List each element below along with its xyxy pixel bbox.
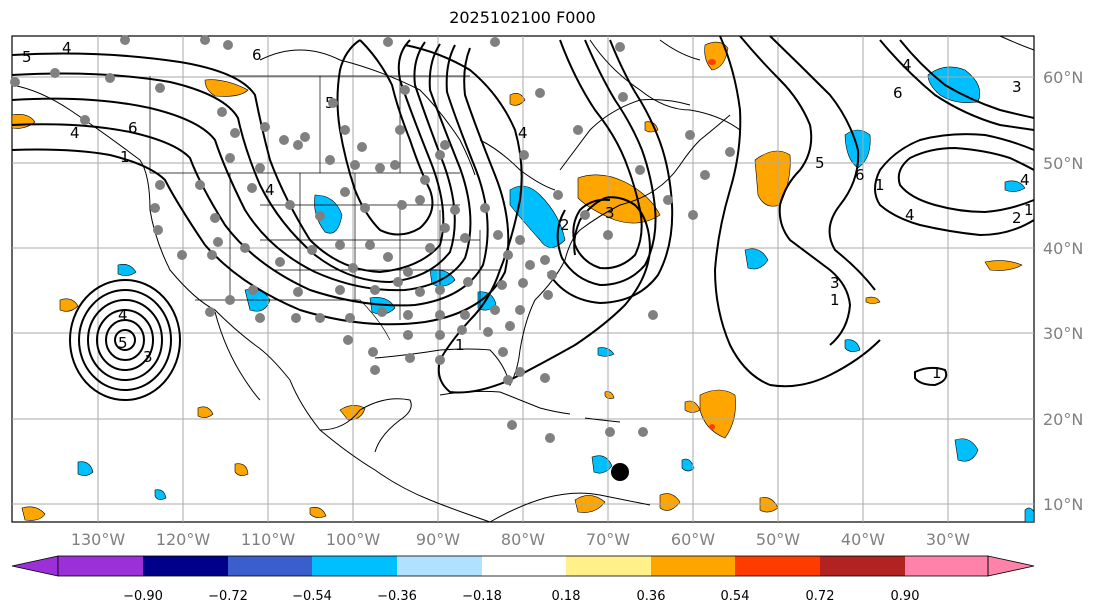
contour-label: 1 (1024, 201, 1034, 219)
colorbar-tick-label: 0.90 (891, 589, 920, 604)
longitude-axis-labels: 130°W 120°W 110°W 100°W 90°W 80°W 70°W 6… (71, 530, 970, 549)
colorbar-segment (58, 556, 143, 576)
colorbar-segment (312, 556, 397, 576)
contour-label: 4 (70, 124, 80, 142)
contour-label: 5 (815, 154, 825, 172)
colorbar-segment (735, 556, 820, 576)
contour-label: 1 (830, 291, 840, 309)
contour-label: 4 (1020, 171, 1030, 189)
contour-label: 1 (455, 336, 465, 354)
contour-label: 4 (518, 124, 528, 142)
colorbar-tick-label: −0.54 (292, 589, 332, 604)
map-title: 2025102100 F000 (449, 8, 596, 27)
colorbar-segment (228, 556, 312, 576)
contour-label: 3 (830, 274, 840, 292)
longitude-label: 40°W (841, 530, 885, 549)
latitude-label: 60°N (1043, 68, 1083, 87)
colorbar-tick-label: −0.72 (208, 589, 248, 604)
contour-label: 3 (605, 204, 615, 222)
contour-label: 6 (855, 166, 865, 184)
contour-label: 6 (252, 46, 262, 64)
longitude-label: 120°W (156, 530, 211, 549)
colorbar-segment (566, 556, 651, 576)
contour-label: 3 (143, 348, 153, 366)
colorbar-segment (820, 556, 905, 576)
contour-label: 3 (1012, 78, 1022, 96)
latitude-label: 50°N (1043, 154, 1083, 173)
contour-label: 1 (875, 176, 885, 194)
contour-label: 4 (905, 206, 915, 224)
contour-label: 5 (22, 48, 32, 66)
latitude-label: 40°N (1043, 239, 1083, 258)
contour-label: 2 (1012, 209, 1022, 227)
longitude-label: 70°W (586, 530, 630, 549)
colorbar-segment (905, 556, 988, 576)
latitude-label: 10°N (1043, 495, 1083, 514)
highlight-point-marker (611, 463, 629, 481)
latitude-label: 30°N (1043, 324, 1083, 343)
longitude-label: 130°W (71, 530, 126, 549)
colorbar-tick-label: 0.54 (721, 589, 750, 604)
longitude-label: 90°W (416, 530, 460, 549)
contour-label: 1 (120, 148, 130, 166)
contour-label: 1 (932, 364, 942, 382)
colorbar-tick-label: −0.18 (462, 589, 502, 604)
contour-label: 4 (118, 306, 128, 324)
contour-label: 6 (128, 119, 138, 137)
colorbar-tick-label: −0.36 (377, 589, 417, 604)
contour-label: 4 (62, 39, 72, 57)
colorbar-extend-low (11, 555, 59, 577)
longitude-label: 60°W (671, 530, 715, 549)
colorbar-segment (143, 556, 228, 576)
contour-label: 4 (902, 56, 912, 74)
colorbar-tick-label: −0.90 (123, 589, 163, 604)
map-content: 5 4 4 6 1 6 4 5 4 3 2 1 4 5 3 6 4 3 4 2 … (10, 35, 1035, 523)
strong-positive-cores (708, 59, 716, 430)
latitude-axis-labels: 60°N 50°N 40°N 30°N 20°N 10°N (1043, 68, 1083, 514)
contour-label: 6 (893, 84, 903, 102)
latitude-label: 20°N (1043, 410, 1083, 429)
contour-label: 4 (265, 181, 275, 199)
colorbar-segment (482, 556, 566, 576)
colorbar: −0.90 −0.72 −0.54 −0.36 −0.18 0.18 0.36 … (11, 555, 1035, 604)
colorbar-segment (651, 556, 735, 576)
colorbar-segment (397, 556, 482, 576)
station-markers (10, 35, 735, 443)
colorbar-tick-label: 0.72 (806, 589, 835, 604)
contour-label: 2 (560, 216, 570, 234)
longitude-label: 100°W (326, 530, 381, 549)
longitude-label: 110°W (241, 530, 296, 549)
contour-label: 5 (118, 334, 128, 352)
longitude-label: 30°W (926, 530, 970, 549)
colorbar-tick-label: 0.36 (637, 589, 666, 604)
colorbar-outline (57, 555, 989, 577)
colorbar-extend-high (987, 555, 1035, 577)
longitude-label: 80°W (501, 530, 545, 549)
colorbar-tick-label: 0.18 (552, 589, 581, 604)
graticule (12, 36, 1034, 522)
contour-labels: 5 4 4 6 1 6 4 5 4 3 2 1 4 5 3 6 4 3 4 2 … (22, 39, 1034, 382)
longitude-label: 50°W (756, 530, 800, 549)
